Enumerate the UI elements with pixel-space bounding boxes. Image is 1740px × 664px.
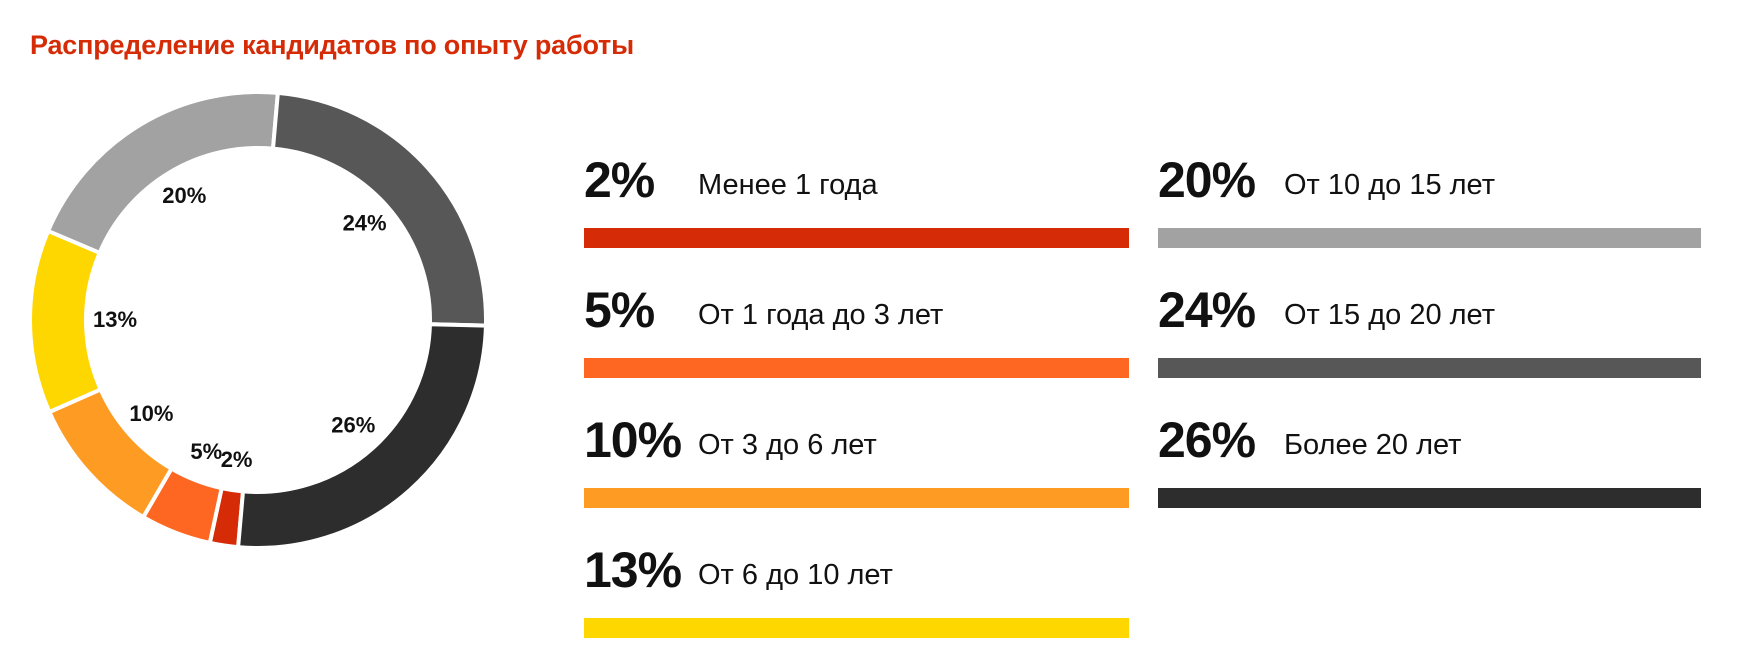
legend-label: От 15 до 20 лет (1284, 299, 1496, 331)
donut-slice (28, 228, 104, 415)
slice-label: 20% (162, 183, 206, 208)
legend-label: От 6 до 10 лет (698, 559, 893, 591)
legend-label: Более 20 лет (1284, 429, 1462, 461)
slice-label: 10% (129, 401, 173, 426)
legend-bar (1158, 358, 1701, 378)
legend-percent: 26% (1158, 412, 1256, 468)
slice-label: 2% (221, 447, 253, 472)
legend-item-1-3-years: 5% От 1 года до 3 лет (584, 280, 1129, 380)
legend-bar (584, 488, 1129, 508)
legend-item-6-10-years: 13% От 6 до 10 лет (584, 540, 1129, 640)
donut-slice (45, 90, 281, 256)
legend-percent: 2% (584, 152, 655, 208)
chart-title: Распределение кандидатов по опыту работы (30, 30, 634, 60)
donut-slice (270, 90, 488, 328)
slice-label: 5% (190, 439, 222, 464)
legend-item-15-20-years: 24% От 15 до 20 лет (1158, 280, 1701, 380)
legend-percent: 10% (584, 412, 682, 468)
legend-label: От 1 года до 3 лет (698, 299, 944, 331)
legend-percent: 20% (1158, 152, 1256, 208)
legend-bar (1158, 488, 1701, 508)
slice-label: 13% (93, 307, 137, 332)
legend-percent: 5% (584, 282, 655, 338)
slice-label: 24% (343, 211, 387, 236)
legend-label: От 10 до 15 лет (1284, 169, 1496, 201)
slice-label: 26% (331, 412, 375, 437)
legend-bar (584, 228, 1129, 248)
legend-bar (584, 618, 1129, 638)
legend-item-more-20-years: 26% Более 20 лет (1158, 410, 1701, 510)
donut-slice (235, 322, 488, 550)
legend-item-10-15-years: 20% От 10 до 15 лет (1158, 150, 1701, 250)
legend-item-less-1-year: 2% Менее 1 года (584, 150, 1129, 250)
legend-percent: 13% (584, 542, 682, 598)
legend-item-3-6-years: 10% От 3 до 6 лет (584, 410, 1129, 510)
legend-label: Менее 1 года (698, 169, 878, 201)
legend-label: От 3 до 6 лет (698, 429, 877, 461)
legend-bar (584, 358, 1129, 378)
legend-bar (1158, 228, 1701, 248)
legend-percent: 24% (1158, 282, 1256, 338)
